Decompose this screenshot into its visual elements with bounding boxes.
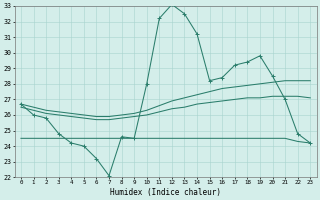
- X-axis label: Humidex (Indice chaleur): Humidex (Indice chaleur): [110, 188, 221, 197]
